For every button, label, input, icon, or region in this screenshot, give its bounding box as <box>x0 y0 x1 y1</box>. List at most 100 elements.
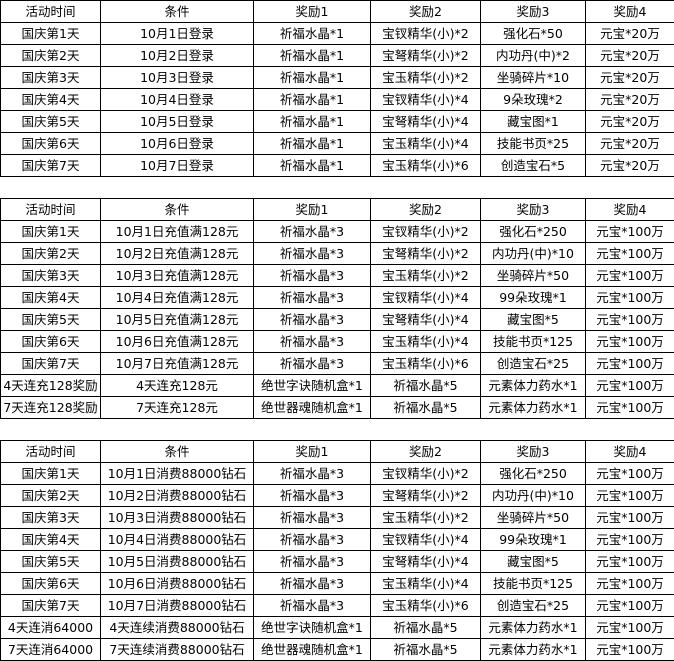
table-cell: 10月3日消费88000钻石 <box>100 506 254 529</box>
table-cell: 10月7日消费88000钻石 <box>100 594 254 617</box>
column-header: 奖励3 <box>480 198 586 221</box>
table-cell: 技能书页*125 <box>480 330 586 353</box>
table-cell: 99朵玫瑰*1 <box>480 286 586 309</box>
table-cell: 宝钗精华(小)*4 <box>370 286 481 309</box>
table-cell: 宝玉精华(小)*6 <box>370 352 481 375</box>
table-cell: 国庆第7天 <box>0 154 101 177</box>
header-row: 活动时间 条件 奖励1 奖励2 奖励3 奖励4 <box>0 0 674 23</box>
table-cell: 祈福水晶*3 <box>253 308 371 331</box>
table-cell: 强化石*250 <box>480 462 586 485</box>
table-cell: 元宝*100万 <box>585 484 674 507</box>
table-cell: 祈福水晶*1 <box>253 110 371 133</box>
table-cell: 元宝*100万 <box>585 638 674 661</box>
table-cell: 宝弩精华(小)*4 <box>370 550 481 573</box>
table-row: 国庆第5天 10月5日消费88000钻石 祈福水晶*3 宝弩精华(小)*4 藏宝图*5 元… <box>0 550 674 573</box>
table-cell: 藏宝图*5 <box>480 308 586 331</box>
table-cell: 10月4日充值满128元 <box>100 286 254 309</box>
table-cell: 10月5日消费88000钻石 <box>100 550 254 573</box>
table-cell: 创造宝石*25 <box>480 352 586 375</box>
table-cell: 国庆第7天 <box>0 594 101 617</box>
table-row: 国庆第1天 10月1日充值满128元 祈福水晶*3 宝钗精华(小)*2 强化石*250 元… <box>0 220 674 243</box>
table-cell: 元宝*100万 <box>585 462 674 485</box>
table-row: 国庆第7天 10月7日消费88000钻石 祈福水晶*3 宝玉精华(小)*6 创造宝石*2… <box>0 594 674 617</box>
table-cell: 宝弩精华(小)*4 <box>370 110 481 133</box>
table-cell: 宝钗精华(小)*4 <box>370 528 481 551</box>
table-row: 国庆第2天 10月2日消费88000钻石 祈福水晶*3 宝弩精华(小)*2 内功丹(中)… <box>0 484 674 507</box>
table-cell: 强化石*250 <box>480 220 586 243</box>
table-cell: 国庆第6天 <box>0 330 101 353</box>
column-header: 奖励2 <box>370 198 481 221</box>
table-cell: 国庆第3天 <box>0 66 101 89</box>
header-row: 活动时间 条件 奖励1 奖励2 奖励3 奖励4 <box>0 440 674 463</box>
table-cell: 元宝*100万 <box>585 264 674 287</box>
table-cell: 元宝*100万 <box>585 572 674 595</box>
table-row: 国庆第1天 10月1日消费88000钻石 祈福水晶*3 宝钗精华(小)*2 强化石*25… <box>0 462 674 485</box>
table-cell: 祈福水晶*3 <box>253 330 371 353</box>
column-header: 奖励2 <box>370 0 481 23</box>
table-cell: 国庆第1天 <box>0 22 101 45</box>
table-cell: 7天连充128元 <box>100 396 254 419</box>
table-cell: 国庆第4天 <box>0 286 101 309</box>
table-cell: 祈福水晶*3 <box>253 484 371 507</box>
table-cell: 宝玉精华(小)*6 <box>370 154 481 177</box>
table-cell: 元宝*20万 <box>585 66 674 89</box>
table-cell: 元素体力药水*1 <box>480 374 586 397</box>
table-cell: 藏宝图*1 <box>480 110 586 133</box>
column-header: 奖励1 <box>253 0 371 23</box>
table-cell: 元宝*100万 <box>585 374 674 397</box>
column-header: 条件 <box>100 440 254 463</box>
column-header: 条件 <box>100 0 254 23</box>
table-cell: 4天连消64000 <box>0 616 101 639</box>
column-header: 活动时间 <box>0 440 101 463</box>
table-cell: 元宝*100万 <box>585 616 674 639</box>
table-cell: 祈福水晶*5 <box>370 616 481 639</box>
table-cell: 祈福水晶*1 <box>253 132 371 155</box>
table-cell: 宝钗精华(小)*2 <box>370 462 481 485</box>
table-cell: 元素体力药水*1 <box>480 638 586 661</box>
recharge-rewards-table: 活动时间 条件 奖励1 奖励2 奖励3 奖励4 国庆第1天 10月1日充值满128元 祈福水晶*… <box>0 198 674 419</box>
table-cell: 内功丹(中)*10 <box>480 242 586 265</box>
table-row: 国庆第4天 10月4日登录 祈福水晶*1 宝钗精华(小)*4 9朵玫瑰*2 元宝*20万 <box>0 88 674 111</box>
table-cell: 宝玉精华(小)*4 <box>370 330 481 353</box>
table-cell: 内功丹(中)*2 <box>480 44 586 67</box>
column-header: 奖励2 <box>370 440 481 463</box>
table-cell: 祈福水晶*1 <box>253 44 371 67</box>
table-cell: 国庆第2天 <box>0 484 101 507</box>
table-cell: 宝弩精华(小)*2 <box>370 484 481 507</box>
table-cell: 宝弩精华(小)*2 <box>370 242 481 265</box>
table-cell: 10月3日登录 <box>100 66 254 89</box>
table-cell: 祈福水晶*3 <box>253 462 371 485</box>
table-row: 7天连充128奖励 7天连充128元 绝世器魂随机盒*1 祈福水晶*5 元素体力药水*1… <box>0 396 674 419</box>
table-row: 国庆第5天 10月5日登录 祈福水晶*1 宝弩精华(小)*4 藏宝图*1 元宝*20万 <box>0 110 674 133</box>
table-cell: 元宝*100万 <box>585 330 674 353</box>
table-cell: 祈福水晶*1 <box>253 154 371 177</box>
table-row: 7天连消64000 7天连续消费88000钻石 绝世器魂随机盒*1 祈福水晶*5 元素体… <box>0 638 674 661</box>
table-cell: 绝世字诀随机盒*1 <box>253 374 371 397</box>
table-cell: 宝玉精华(小)*6 <box>370 594 481 617</box>
column-header: 奖励3 <box>480 440 586 463</box>
table-cell: 10月1日充值满128元 <box>100 220 254 243</box>
table-row: 4天连充128奖励 4天连充128元 绝世字诀随机盒*1 祈福水晶*5 元素体力药水*1… <box>0 374 674 397</box>
column-header: 奖励4 <box>585 198 674 221</box>
table-cell: 国庆第5天 <box>0 308 101 331</box>
header-row: 活动时间 条件 奖励1 奖励2 奖励3 奖励4 <box>0 198 674 221</box>
table-cell: 10月5日充值满128元 <box>100 308 254 331</box>
table-cell: 祈福水晶*5 <box>370 638 481 661</box>
column-header: 奖励4 <box>585 440 674 463</box>
table-cell: 10月4日登录 <box>100 88 254 111</box>
table-row: 国庆第3天 10月3日充值满128元 祈福水晶*3 宝玉精华(小)*2 坐骑碎片*50 元… <box>0 264 674 287</box>
table-cell: 宝玉精华(小)*2 <box>370 264 481 287</box>
consumption-rewards-table: 活动时间 条件 奖励1 奖励2 奖励3 奖励4 国庆第1天 10月1日消费88000钻石 祈福水… <box>0 440 674 661</box>
table-cell: 国庆第5天 <box>0 110 101 133</box>
table-cell: 10月7日充值满128元 <box>100 352 254 375</box>
table-cell: 宝钗精华(小)*4 <box>370 88 481 111</box>
table-cell: 技能书页*125 <box>480 572 586 595</box>
table-cell: 10月1日登录 <box>100 22 254 45</box>
table-cell: 祈福水晶*3 <box>253 550 371 573</box>
table-cell: 宝玉精华(小)*2 <box>370 66 481 89</box>
table-cell: 国庆第2天 <box>0 44 101 67</box>
table-cell: 国庆第1天 <box>0 220 101 243</box>
table-cell: 祈福水晶*3 <box>253 572 371 595</box>
table-cell: 宝玉精华(小)*4 <box>370 572 481 595</box>
column-header: 奖励3 <box>480 0 586 23</box>
